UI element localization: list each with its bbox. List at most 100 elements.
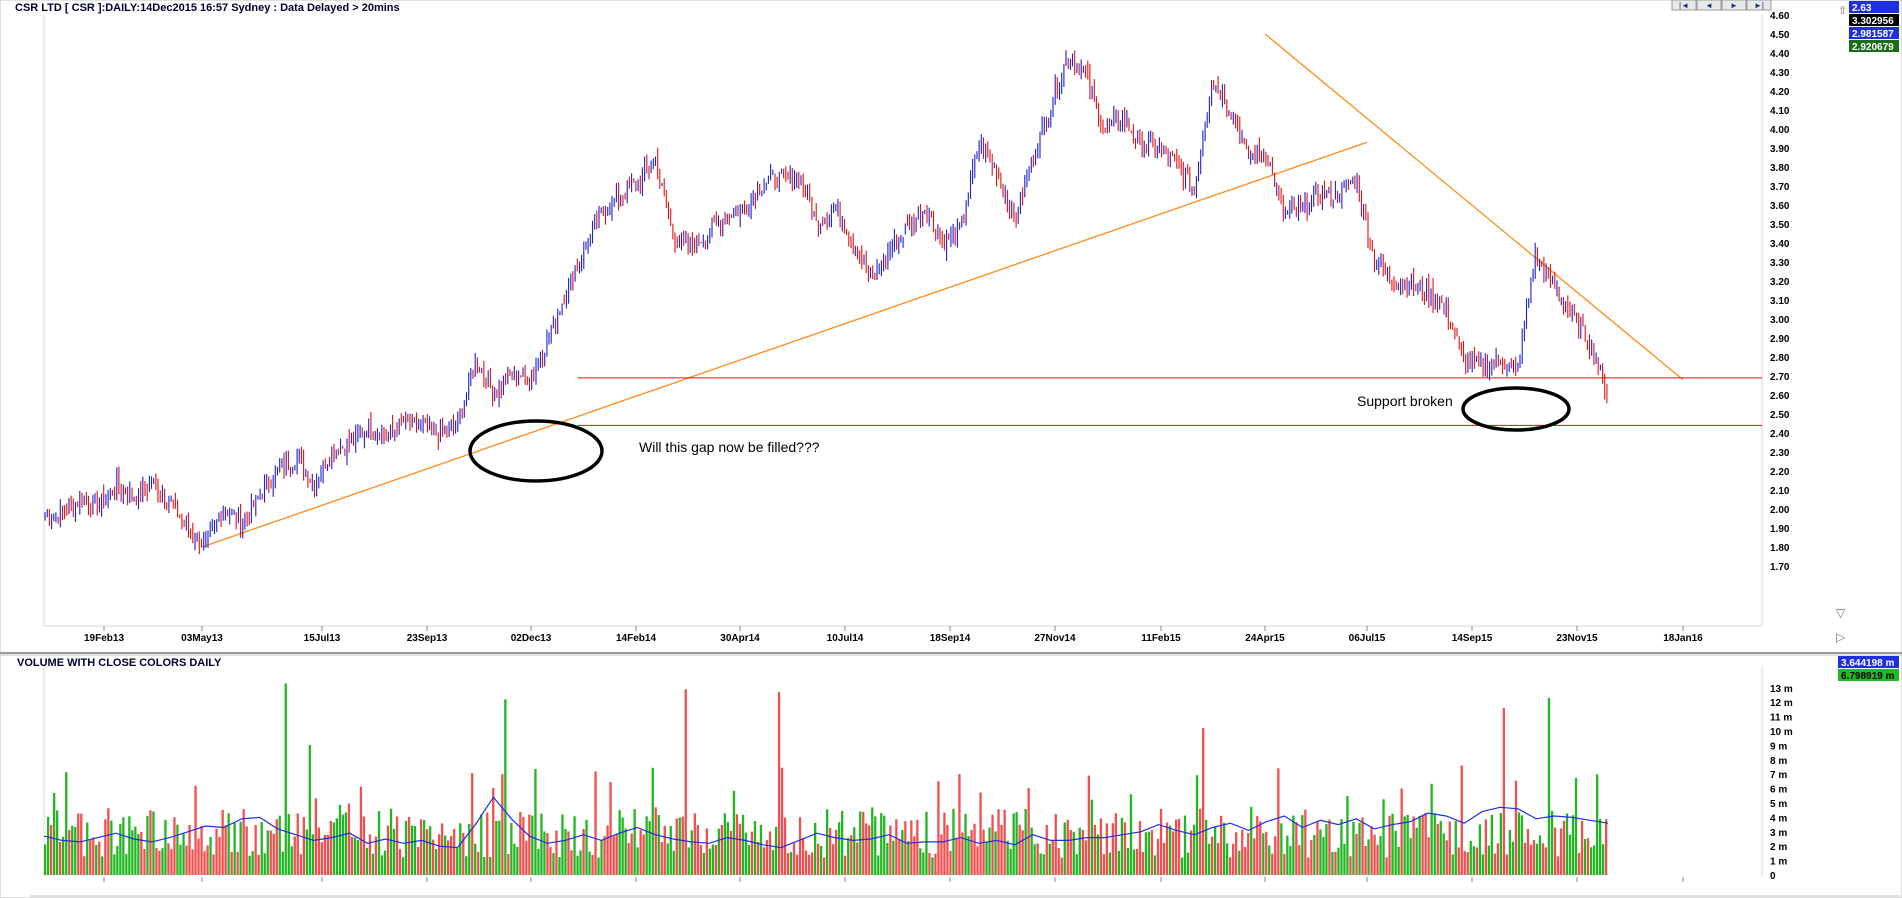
volume-y-tick-label: 8 m	[1770, 756, 1787, 767]
volume-bar	[1150, 829, 1154, 875]
volume-bar	[269, 830, 272, 875]
volume-bar	[1030, 827, 1033, 875]
price-x-tick-label: 03May13	[181, 633, 223, 644]
volume-bar	[1508, 830, 1511, 875]
volume-panel-title: VOLUME WITH CLOSE COLORS DAILY	[17, 657, 222, 669]
volume-y-tick-label: 11 m	[1770, 713, 1792, 724]
volume-bar	[555, 830, 558, 875]
volume-bar	[609, 781, 612, 875]
volume-bar	[886, 843, 889, 875]
volume-bar	[1060, 857, 1063, 875]
volume-bar	[447, 840, 450, 875]
volume-bar	[1409, 838, 1412, 875]
nav-button-frame[interactable]	[1721, 0, 1747, 11]
volume-bar	[251, 851, 254, 875]
nav-button-frame[interactable]	[1696, 0, 1722, 11]
volume-bar	[991, 814, 994, 875]
nav-button-frame[interactable]	[1746, 0, 1772, 11]
volume-bar	[1538, 835, 1542, 875]
nav-button-label[interactable]: ◄	[1705, 1, 1713, 10]
volume-bar	[1105, 823, 1108, 875]
volume-bar	[1099, 818, 1102, 875]
volume-bar	[1129, 794, 1133, 875]
value-badge	[1849, 1, 1899, 13]
volume-bar	[699, 845, 702, 875]
volume-y-tick-label: 3 m	[1770, 828, 1787, 839]
nav-button[interactable]: ►|	[1746, 0, 1772, 11]
price-x-tick-label: 27Nov14	[1034, 633, 1076, 644]
volume-bar	[561, 814, 564, 875]
volume-bar	[432, 839, 435, 875]
volume-bar	[1078, 827, 1081, 875]
nav-button-label[interactable]: ►	[1730, 1, 1738, 10]
volume-bar	[753, 821, 757, 875]
volume-bar	[1141, 852, 1145, 875]
volume-bar	[1403, 816, 1406, 875]
volume-bar	[1111, 823, 1114, 875]
volume-bar	[961, 832, 964, 875]
volume-bar	[1493, 853, 1496, 875]
volume-bar	[71, 825, 74, 875]
volume-bar	[1171, 831, 1175, 875]
nav-button[interactable]: ►	[1721, 0, 1747, 11]
volume-bar	[1451, 854, 1454, 875]
volume-bar	[1120, 817, 1124, 875]
volume-bar	[374, 836, 378, 875]
volume-bar	[1544, 847, 1548, 875]
nav-button[interactable]: |◄	[1671, 0, 1697, 11]
volume-bar	[814, 822, 817, 875]
volume-y-tick-label: 1 m	[1770, 857, 1787, 868]
price-y-tick-label: 3.70	[1770, 182, 1790, 193]
volume-bar	[260, 822, 263, 875]
volume-bar	[528, 814, 531, 875]
volume-bar	[368, 834, 372, 875]
price-y-tick-label: 3.00	[1770, 315, 1790, 326]
volume-bar	[426, 829, 429, 875]
volume-bar	[1340, 819, 1343, 875]
volume-bar	[383, 850, 387, 875]
volume-bar	[847, 837, 850, 875]
volume-bar	[1391, 813, 1394, 875]
nav-button-label[interactable]: ►|	[1754, 1, 1764, 10]
volume-bar	[498, 820, 501, 875]
volume-bar	[1415, 827, 1418, 875]
volume-bar	[1535, 843, 1539, 875]
volume-bar	[143, 849, 146, 875]
price-x-tick-label: 30Apr14	[720, 633, 760, 644]
volume-bar	[618, 810, 621, 875]
volume-bar	[293, 836, 296, 875]
volume-bar	[696, 825, 699, 875]
trendline	[201, 141, 1368, 548]
volume-bar	[110, 820, 113, 875]
volume-bar	[1472, 846, 1475, 875]
volume-bar	[738, 823, 742, 875]
volume-bar	[1487, 845, 1490, 875]
volume-bar	[1580, 820, 1584, 875]
volume-bar	[795, 854, 799, 875]
volume-bar	[585, 819, 588, 875]
volume-bar	[1379, 835, 1382, 875]
price-y-tick-label: 4.00	[1770, 125, 1790, 136]
volume-bar	[558, 857, 561, 875]
volume-bar	[1475, 847, 1478, 875]
volume-bar	[594, 771, 597, 875]
volume-bar	[1442, 833, 1445, 875]
volume-bar	[101, 856, 104, 875]
price-y-tick-label: 4.40	[1770, 49, 1790, 60]
nav-button-label[interactable]: |◄	[1679, 1, 1689, 10]
nav-button[interactable]: ◄	[1696, 0, 1722, 11]
nav-button-frame[interactable]	[1671, 0, 1697, 11]
price-x-tick-label: 14Feb14	[616, 633, 656, 644]
volume-bar	[1505, 854, 1508, 875]
volume-bar	[275, 819, 278, 875]
volume-bar	[1033, 844, 1036, 875]
volume-bar	[630, 833, 633, 875]
volume-bar	[380, 855, 384, 875]
volume-bar	[1183, 815, 1187, 875]
volume-bar	[74, 827, 77, 875]
volume-bar	[1385, 857, 1388, 875]
volume-bar	[392, 828, 396, 875]
volume-bar	[62, 836, 65, 875]
volume-bar	[907, 841, 910, 875]
